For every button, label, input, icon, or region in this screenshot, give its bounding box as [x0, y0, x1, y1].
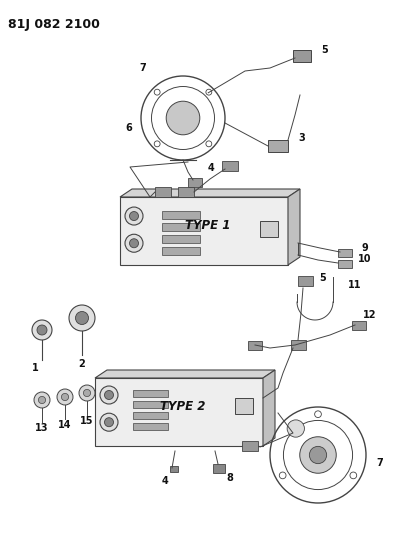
Bar: [268, 140, 288, 152]
Circle shape: [84, 390, 91, 397]
Bar: [260, 221, 278, 237]
Circle shape: [300, 437, 336, 473]
Circle shape: [125, 234, 143, 252]
Bar: [120, 197, 288, 265]
Bar: [213, 464, 225, 473]
Bar: [162, 223, 200, 231]
Text: 5: 5: [322, 45, 328, 55]
Circle shape: [69, 305, 95, 331]
Bar: [133, 423, 168, 430]
Circle shape: [79, 385, 95, 401]
Bar: [338, 249, 352, 257]
Circle shape: [350, 472, 357, 479]
Circle shape: [309, 446, 327, 464]
Bar: [133, 412, 168, 419]
Text: TYPE 1: TYPE 1: [185, 219, 230, 232]
Circle shape: [100, 386, 118, 404]
Bar: [338, 260, 352, 268]
Text: 12: 12: [363, 310, 377, 320]
Circle shape: [287, 420, 305, 437]
Circle shape: [34, 392, 50, 408]
Circle shape: [315, 411, 322, 417]
Text: 5: 5: [320, 273, 326, 283]
Bar: [293, 50, 311, 62]
Circle shape: [206, 89, 212, 95]
Text: 13: 13: [35, 423, 49, 433]
Text: 6: 6: [126, 123, 132, 133]
Bar: [291, 340, 306, 350]
Bar: [162, 247, 200, 255]
Text: 11: 11: [348, 280, 362, 290]
Bar: [95, 378, 263, 446]
Bar: [155, 187, 171, 197]
Polygon shape: [288, 189, 300, 265]
Bar: [178, 187, 194, 197]
Circle shape: [279, 472, 286, 479]
Bar: [248, 341, 262, 350]
Bar: [133, 390, 168, 397]
Text: 4: 4: [162, 476, 168, 486]
Circle shape: [129, 212, 139, 221]
Bar: [188, 178, 202, 187]
Circle shape: [166, 101, 200, 135]
Circle shape: [76, 311, 88, 325]
Circle shape: [154, 141, 160, 147]
Text: 4: 4: [208, 163, 214, 173]
Circle shape: [32, 320, 52, 340]
Circle shape: [125, 207, 143, 225]
Circle shape: [206, 141, 212, 147]
Text: 3: 3: [299, 133, 305, 143]
Text: 81J 082 2100: 81J 082 2100: [8, 18, 100, 31]
Text: 8: 8: [227, 473, 233, 483]
Circle shape: [100, 413, 118, 431]
Text: 9: 9: [362, 243, 368, 253]
Bar: [170, 466, 178, 472]
Bar: [133, 401, 168, 408]
Circle shape: [37, 325, 47, 335]
Text: 10: 10: [358, 254, 372, 264]
Bar: [298, 276, 313, 286]
Text: 15: 15: [80, 416, 94, 426]
Text: 7: 7: [377, 458, 383, 468]
Circle shape: [154, 89, 160, 95]
Bar: [162, 235, 200, 243]
Text: 1: 1: [32, 363, 38, 373]
Text: TYPE 2: TYPE 2: [160, 400, 205, 413]
Circle shape: [61, 393, 69, 401]
Circle shape: [129, 239, 139, 248]
Polygon shape: [120, 189, 300, 197]
Text: 14: 14: [58, 420, 72, 430]
Bar: [222, 161, 238, 171]
Polygon shape: [263, 370, 275, 446]
Bar: [242, 441, 258, 451]
Circle shape: [57, 389, 73, 405]
Bar: [235, 398, 253, 414]
Bar: [352, 321, 366, 330]
Circle shape: [38, 397, 46, 403]
Text: 7: 7: [140, 63, 147, 73]
Circle shape: [105, 391, 114, 400]
Polygon shape: [95, 370, 275, 378]
Circle shape: [105, 418, 114, 427]
Text: 2: 2: [79, 359, 86, 369]
Bar: [162, 211, 200, 219]
